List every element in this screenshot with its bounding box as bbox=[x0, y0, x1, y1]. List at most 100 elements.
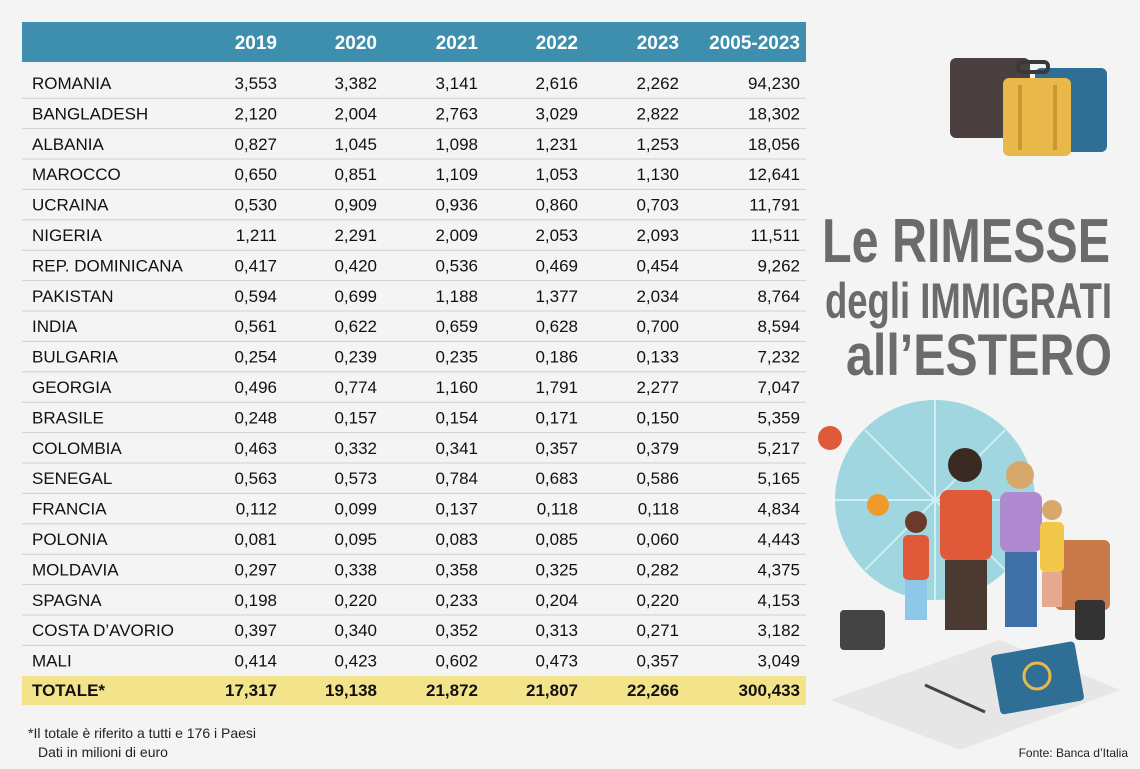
cell-value: 0,060 bbox=[636, 530, 679, 549]
cell-value: 0,784 bbox=[435, 469, 478, 488]
cell-value: 0,118 bbox=[537, 500, 578, 519]
cell-value: 1,160 bbox=[435, 378, 478, 397]
cell-value: 4,443 bbox=[757, 530, 800, 549]
cell-value: 0,133 bbox=[636, 348, 679, 367]
cell-value: 0,248 bbox=[234, 408, 277, 427]
cell-value: 0,254 bbox=[234, 348, 277, 367]
cell-value: 1,377 bbox=[535, 287, 578, 306]
title-line: all’ESTERO bbox=[846, 323, 1112, 388]
cell-value: 2,291 bbox=[334, 226, 377, 245]
country-name: SPAGNA bbox=[32, 591, 102, 610]
country-name: MOLDAVIA bbox=[32, 560, 119, 579]
cell-value: 8,764 bbox=[757, 287, 800, 306]
unit-note: Dati in milioni di euro bbox=[38, 744, 168, 760]
cell-value: 94,230 bbox=[748, 74, 800, 93]
cell-value: 2,763 bbox=[435, 104, 478, 123]
column-header: 2020 bbox=[335, 33, 377, 54]
cell-value: 2,277 bbox=[636, 378, 679, 397]
cell-value: 0,650 bbox=[234, 165, 277, 184]
cell-value: 0,628 bbox=[535, 317, 578, 336]
cell-value: 0,150 bbox=[636, 408, 679, 427]
cell-value: 0,469 bbox=[535, 256, 578, 275]
cell-value: 0,936 bbox=[435, 196, 478, 215]
table: 2019 2020 2021 2022 2023 2005-2023 ROMANIA 3,55… bbox=[22, 33, 806, 700]
cell-value: 0,239 bbox=[334, 348, 377, 367]
cell-value: 12,641 bbox=[748, 165, 800, 184]
cell-value: 0,703 bbox=[636, 196, 679, 215]
cell-value: 8,594 bbox=[757, 317, 800, 336]
cell-value: 0,233 bbox=[435, 591, 478, 610]
cell-value: 1,211 bbox=[236, 226, 277, 245]
cell-value: 0,379 bbox=[636, 439, 679, 458]
cell-value: 0,594 bbox=[234, 287, 277, 306]
total-value: 19,138 bbox=[325, 681, 377, 700]
cell-value: 0,659 bbox=[435, 317, 478, 336]
cell-value: 2,093 bbox=[636, 226, 679, 245]
country-name: REP. DOMINICANA bbox=[32, 256, 183, 275]
cell-value: 0,282 bbox=[636, 560, 679, 579]
country-name: POLONIA bbox=[32, 530, 108, 549]
cell-value: 0,414 bbox=[234, 652, 277, 671]
suitcases-illustration bbox=[950, 58, 1107, 156]
cell-value: 18,056 bbox=[748, 135, 800, 154]
cell-value: 0,118 bbox=[638, 500, 679, 519]
country-name: BULGARIA bbox=[32, 348, 119, 367]
cell-value: 0,338 bbox=[334, 560, 377, 579]
column-header: 2022 bbox=[536, 33, 578, 54]
country-name: UCRAINA bbox=[32, 196, 109, 215]
cell-value: 0,352 bbox=[435, 621, 478, 640]
column-header: 2019 bbox=[235, 33, 277, 54]
cell-value: 0,586 bbox=[636, 469, 679, 488]
cell-value: 0,340 bbox=[334, 621, 377, 640]
cell-value: 3,141 bbox=[435, 74, 478, 93]
total-value: 21,872 bbox=[426, 681, 478, 700]
cell-value: 0,774 bbox=[334, 378, 377, 397]
cell-value: 0,536 bbox=[435, 256, 478, 275]
cell-value: 5,165 bbox=[757, 469, 800, 488]
cell-value: 0,699 bbox=[334, 287, 377, 306]
cell-value: 1,188 bbox=[435, 287, 478, 306]
cell-value: 0,186 bbox=[535, 348, 578, 367]
cell-value: 7,047 bbox=[757, 378, 800, 397]
title-line: degli IMMIGRATI bbox=[825, 273, 1112, 329]
country-name: PAKISTAN bbox=[32, 287, 114, 306]
cell-value: 0,171 bbox=[535, 408, 578, 427]
cell-value: 0,313 bbox=[535, 621, 578, 640]
cell-value: 4,153 bbox=[757, 591, 800, 610]
cell-value: 0,332 bbox=[334, 439, 377, 458]
cell-value: 0,220 bbox=[636, 591, 679, 610]
cell-value: 2,009 bbox=[435, 226, 478, 245]
cell-value: 1,053 bbox=[535, 165, 578, 184]
cell-value: 0,561 bbox=[234, 317, 277, 336]
cell-value: 1,130 bbox=[636, 165, 679, 184]
country-name: COSTA D’AVORIO bbox=[32, 621, 174, 640]
cell-value: 4,834 bbox=[757, 500, 800, 519]
country-name: INDIA bbox=[32, 317, 78, 336]
total-bar bbox=[22, 676, 806, 705]
cell-value: 0,112 bbox=[236, 500, 277, 519]
cell-value: 3,382 bbox=[334, 74, 377, 93]
cell-value: 0,357 bbox=[535, 439, 578, 458]
cell-value: 5,217 bbox=[757, 439, 800, 458]
cell-value: 0,473 bbox=[535, 652, 578, 671]
cell-value: 0,602 bbox=[435, 652, 478, 671]
cell-value: 7,232 bbox=[757, 348, 800, 367]
cell-value: 4,375 bbox=[757, 560, 800, 579]
cell-value: 0,454 bbox=[636, 256, 679, 275]
cell-value: 0,827 bbox=[234, 135, 277, 154]
cell-value: 0,358 bbox=[435, 560, 478, 579]
cell-value: 0,235 bbox=[435, 348, 478, 367]
cell-value: 0,083 bbox=[435, 530, 478, 549]
cell-value: 1,253 bbox=[636, 135, 679, 154]
cell-value: 0,463 bbox=[234, 439, 277, 458]
cell-value: 0,530 bbox=[234, 196, 277, 215]
cell-value: 0,095 bbox=[334, 530, 377, 549]
cell-value: 0,325 bbox=[535, 560, 578, 579]
cell-value: 11,791 bbox=[749, 196, 800, 215]
cell-value: 2,262 bbox=[636, 74, 679, 93]
cell-value: 0,357 bbox=[636, 652, 679, 671]
country-name: MAROCCO bbox=[32, 165, 121, 184]
cell-value: 0,397 bbox=[234, 621, 277, 640]
header-bar bbox=[22, 22, 806, 62]
